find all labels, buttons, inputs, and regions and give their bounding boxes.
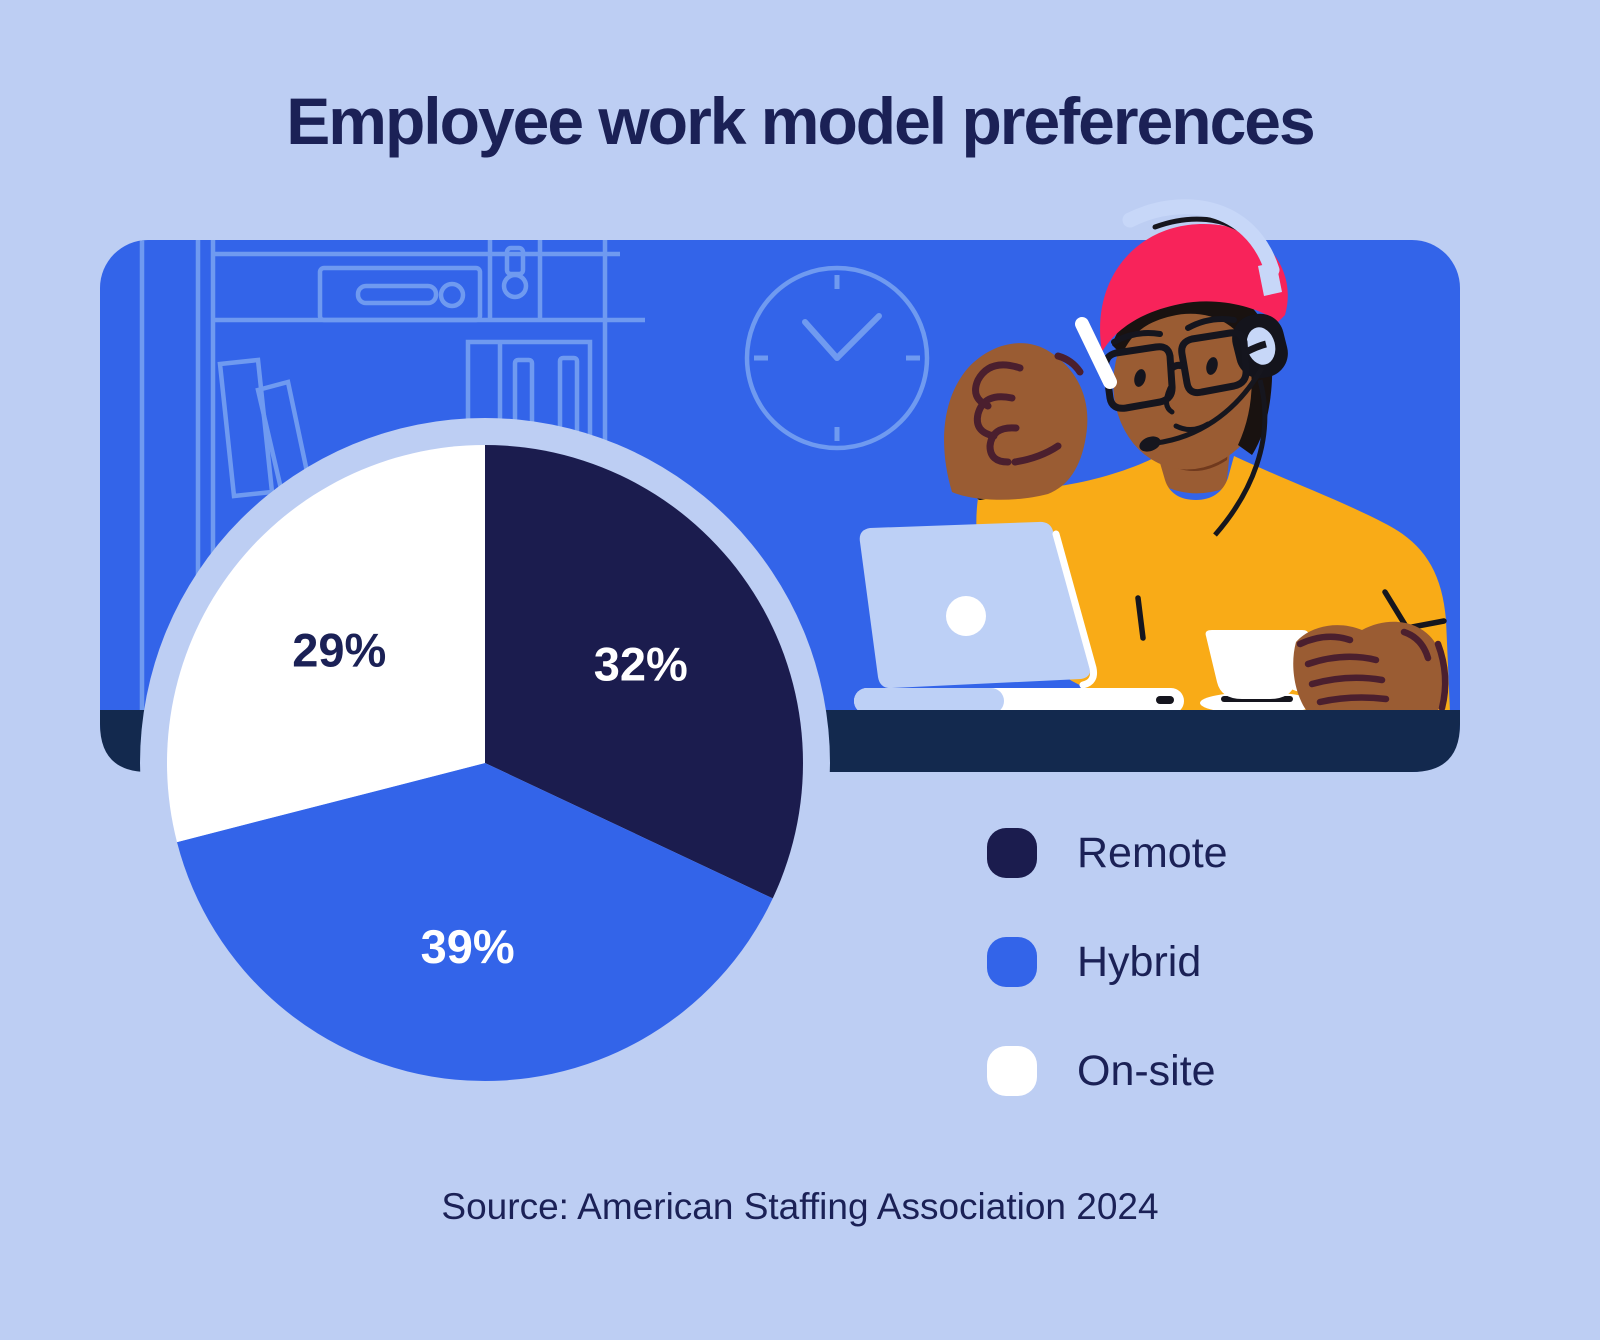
wall-clock-icon [744, 265, 930, 451]
legend-label: Remote [1077, 828, 1228, 877]
headset-yoke [1258, 262, 1282, 296]
legend-swatch [987, 1046, 1037, 1096]
legend-item-hybrid: Hybrid [987, 937, 1228, 987]
chart-legend: Remote Hybrid On-site [987, 828, 1228, 1096]
eyebrow-right [1185, 316, 1237, 331]
person-illustration [854, 199, 1450, 714]
head [1100, 199, 1288, 537]
source-citation: Source: American Staffing Association 20… [441, 1186, 1159, 1227]
legend-item-remote: Remote [987, 828, 1228, 878]
page-title: Employee work model preferences [286, 84, 1315, 158]
sweater-seam-left [1135, 595, 1146, 641]
pie-slice-hybrid [176, 763, 773, 1081]
pie-value-label: 39% [421, 920, 515, 973]
pie-slice-on-site [167, 445, 485, 843]
laptop-icon [854, 521, 1184, 714]
laptop-base-left [854, 688, 1004, 714]
cup-body [1205, 630, 1309, 699]
glasses-icon [1102, 329, 1267, 412]
headset-mic-boom [1155, 366, 1265, 446]
pie-value-label: 32% [594, 638, 688, 691]
hair [1112, 285, 1273, 455]
laptop-port [1156, 696, 1174, 704]
legend-item-on-site: On-site [987, 1046, 1228, 1096]
hand [1293, 621, 1446, 710]
hand-on-cup [1293, 621, 1449, 712]
pie-slice-remote [485, 445, 803, 899]
pie-chart: 32% 39% 29% [140, 418, 830, 1108]
finger-lines [1296, 628, 1449, 712]
eye-right [1206, 357, 1218, 375]
legend-label: Hybrid [1077, 937, 1202, 986]
finger-lines [972, 352, 1084, 466]
mouth-smile [1173, 421, 1211, 432]
headset-mic [1139, 436, 1161, 452]
legend-swatch [987, 937, 1037, 987]
headset-band [1122, 199, 1280, 278]
laptop-logo [946, 596, 986, 636]
pie-value-label: 29% [292, 623, 386, 676]
eyebrow-left [1111, 330, 1163, 345]
laptop-lid-edge [1052, 530, 1097, 689]
headset-cable [1213, 379, 1268, 537]
pen-icon [1075, 317, 1117, 389]
raised-hand-with-pen [944, 317, 1117, 500]
legend-swatch [987, 828, 1037, 878]
legend-label: On-site [1077, 1046, 1216, 1095]
eye-left [1134, 369, 1146, 387]
beanie-hat [1100, 223, 1288, 352]
